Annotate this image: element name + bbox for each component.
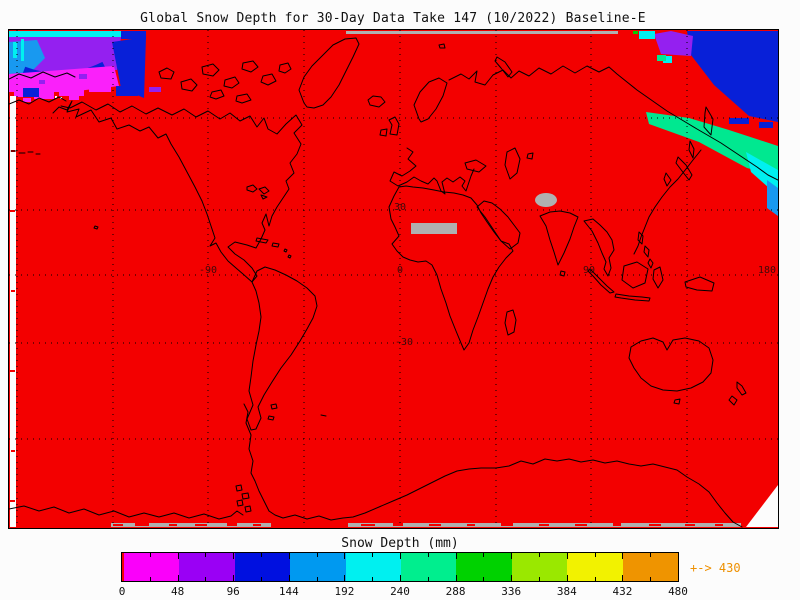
plot-title: Global Snow Depth for 30-Day Data Take 1… bbox=[140, 11, 646, 26]
falklands bbox=[267, 415, 275, 421]
colorbar-tick-label: 0 bbox=[118, 585, 126, 598]
colorbar-title: Snow Depth (mm) bbox=[341, 536, 459, 551]
grid-labels: 30 -30 -90 0 90 180 bbox=[199, 202, 776, 348]
coast-north-america-west bbox=[52, 100, 253, 283]
coast-north-america-east bbox=[60, 101, 303, 283]
left-edge-void bbox=[10, 96, 16, 527]
coast-antarctica-east bbox=[268, 458, 743, 528]
coast-india bbox=[539, 210, 579, 277]
grid-label-lonm90: -90 bbox=[199, 265, 217, 276]
bottom-right-void bbox=[746, 485, 778, 527]
colorbar-segment bbox=[401, 553, 457, 581]
grid-label-lon90: 90 bbox=[583, 265, 595, 276]
arctic-islands bbox=[158, 60, 292, 104]
colorbar-tick-label: 384 bbox=[556, 585, 577, 598]
coast-africa bbox=[388, 185, 514, 351]
new-guinea bbox=[684, 276, 715, 292]
colorbar-tick-label: 96 bbox=[226, 585, 240, 598]
caribbean bbox=[255, 237, 292, 259]
kamchatka bbox=[688, 106, 714, 159]
coast-iceland bbox=[367, 95, 386, 108]
colorbar-segment bbox=[124, 553, 180, 581]
antarctic-peninsula bbox=[243, 403, 270, 512]
colorbar-segment bbox=[345, 553, 402, 581]
colorbar-segments bbox=[124, 553, 679, 581]
hawaii bbox=[93, 225, 99, 230]
colorbar-tick-label: 144 bbox=[278, 585, 299, 598]
coast-russia-arctic bbox=[448, 65, 778, 181]
colorbar-tick-label: 48 bbox=[170, 585, 185, 598]
tibet-gray-blob bbox=[535, 193, 557, 207]
colorbar-tick-label: 480 bbox=[668, 585, 688, 598]
map-frame: 30 -30 -90 0 90 180 bbox=[8, 29, 779, 529]
sahara-gray-bar bbox=[411, 223, 457, 234]
colorbar-zero-sliver bbox=[122, 553, 124, 581]
grid-label-latm30: -30 bbox=[395, 337, 413, 348]
colorbar-tick-label: 288 bbox=[445, 585, 466, 598]
coast-australia bbox=[628, 337, 714, 405]
colorbar-segment bbox=[179, 553, 235, 581]
coast-indochina bbox=[583, 218, 615, 277]
no-data-patches bbox=[10, 31, 778, 527]
caspian-sea bbox=[504, 147, 534, 180]
colorbar-tick-label: 336 bbox=[501, 585, 522, 598]
world-map: 30 -30 -90 0 90 180 bbox=[9, 30, 778, 528]
coastlines bbox=[9, 37, 778, 528]
antarctic-islands bbox=[235, 403, 327, 513]
colorbar-segment bbox=[567, 553, 623, 581]
colorbar-segment bbox=[511, 553, 568, 581]
coast-scandinavia bbox=[413, 77, 448, 123]
coast-madagascar bbox=[504, 309, 517, 336]
antarctic-gray-strip-left bbox=[111, 523, 271, 527]
snow-region-siberia bbox=[633, 31, 778, 216]
grid-label-lon0: 0 bbox=[397, 265, 403, 276]
philippines bbox=[637, 231, 654, 269]
colorbar-segment bbox=[290, 553, 346, 581]
great-lakes bbox=[246, 184, 270, 200]
colorbar-tick-label: 192 bbox=[334, 585, 355, 598]
aleutian-islands bbox=[10, 150, 41, 155]
colorbar bbox=[121, 552, 679, 582]
colorbar-segment bbox=[622, 553, 679, 581]
coast-japan bbox=[663, 156, 693, 187]
colorbar-max-annotation: +-> 430 bbox=[690, 561, 741, 575]
snow-region-alaska-chukotka bbox=[9, 31, 161, 102]
indonesia bbox=[587, 261, 664, 302]
chukotka bbox=[9, 71, 76, 105]
arctic-top-gray-strip bbox=[346, 31, 618, 34]
colorbar-segment bbox=[456, 553, 512, 581]
coast-arabia bbox=[476, 200, 521, 250]
coast-south-america bbox=[246, 266, 318, 431]
grid-label-lat30: 30 bbox=[394, 202, 406, 213]
colorbar-tick-label: 240 bbox=[390, 585, 410, 598]
coast-greenland bbox=[298, 37, 360, 109]
coast-new-zealand bbox=[728, 381, 747, 406]
colorbar-tick-label: 432 bbox=[612, 585, 633, 598]
grid-label-lon180: 180 bbox=[758, 265, 776, 276]
colorbar-tick-labels: 0 48 96 144 192 240 288 336 384 432 480 bbox=[0, 585, 800, 599]
coast-east-asia bbox=[633, 149, 702, 255]
coast-antarctica-west bbox=[9, 505, 244, 520]
colorbar-segment bbox=[234, 553, 291, 581]
novaya-zemlya bbox=[438, 43, 513, 78]
black-sea bbox=[464, 159, 487, 173]
coast-europe bbox=[389, 147, 475, 195]
coast-uk bbox=[379, 116, 400, 137]
